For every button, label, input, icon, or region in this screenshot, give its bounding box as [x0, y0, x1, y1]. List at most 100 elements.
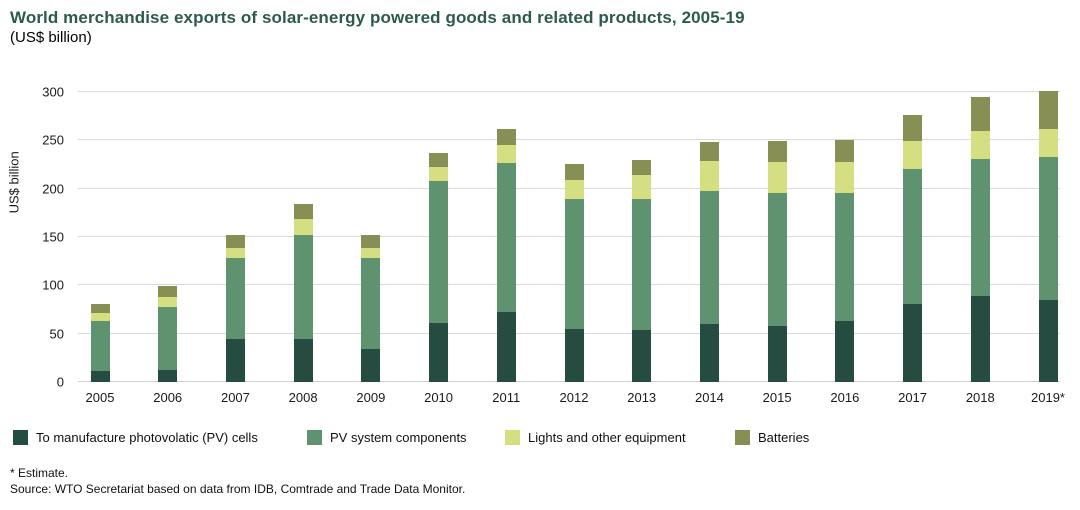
- bar-segment: [90, 313, 110, 322]
- bar-segment: [90, 371, 110, 382]
- bar-segment: [903, 115, 923, 142]
- x-tick-2010: 2010: [424, 390, 454, 405]
- bar-segment: [970, 96, 990, 131]
- bar-segment: [225, 235, 245, 248]
- bar-segment: [767, 161, 787, 193]
- bar-segment: [970, 130, 990, 159]
- legend-item: To manufacture photovolatic (PV) cells: [13, 430, 258, 445]
- bar-segment: [496, 145, 516, 163]
- bar-segment: [429, 167, 449, 181]
- x-tick-2015: 2015: [762, 390, 792, 405]
- bar-segment: [90, 303, 110, 314]
- bar-segment: [429, 152, 449, 168]
- bar-segment: [496, 162, 516, 313]
- bar-segment: [699, 160, 719, 191]
- bar-segment: [361, 258, 381, 350]
- plot-area: 0 50 100 150 200 250 300 2005 2006 2007 2008 2009 20…: [42, 85, 1065, 406]
- legend-swatch-icon: [505, 430, 520, 445]
- legend-swatch-icon: [735, 430, 750, 445]
- gridline-250: [78, 139, 1060, 141]
- y-tick-300: 300: [42, 84, 64, 100]
- bar-segment: [970, 158, 990, 296]
- bar-segment: [632, 175, 652, 200]
- legend-item: Lights and other equipment: [505, 430, 686, 445]
- bar-segment: [564, 328, 584, 382]
- bar-segment: [158, 306, 178, 371]
- bar-segment: [699, 142, 719, 161]
- bar-segment: [293, 204, 313, 219]
- bar-segment: [496, 128, 516, 146]
- bar-segment: [361, 247, 381, 259]
- y-tick-50: 50: [49, 326, 64, 342]
- y-tick-100: 100: [42, 277, 64, 293]
- bar-segment: [1038, 156, 1058, 300]
- bar-segment: [699, 324, 719, 382]
- bar-segment: [835, 161, 855, 193]
- bar-segment: [293, 338, 313, 382]
- y-tick-250: 250: [42, 132, 64, 148]
- x-tick-2009: 2009: [356, 390, 386, 405]
- bar-segment: [835, 192, 855, 322]
- bar-segment: [158, 370, 178, 382]
- bar-segment: [158, 286, 178, 297]
- legend: To manufacture photovolatic (PV) cells PV…: [0, 430, 1080, 452]
- x-tick-2005: 2005: [85, 390, 115, 405]
- bar-segment: [225, 339, 245, 382]
- x-tick-2011: 2011: [492, 390, 521, 405]
- bar-segment: [90, 321, 110, 372]
- bar-segment: [767, 325, 787, 382]
- y-axis-label: US$ billion: [6, 151, 22, 214]
- footnote-source: Source: WTO Secretariat based on data fr…: [10, 482, 466, 496]
- chart-title: World merchandise exports of solar-energ…: [10, 8, 745, 27]
- bar-segment: [903, 303, 923, 382]
- x-tick-2018: 2018: [965, 390, 995, 405]
- x-tick-2017: 2017: [898, 390, 928, 405]
- x-tick-2013: 2013: [627, 390, 657, 405]
- bar-segment: [699, 190, 719, 324]
- bar-segment: [293, 218, 313, 236]
- x-tick-2016: 2016: [830, 390, 860, 405]
- y-tick-150: 150: [42, 229, 64, 245]
- bar-segment: [767, 141, 787, 162]
- legend-label: Lights and other equipment: [528, 430, 686, 445]
- bar-segment: [361, 349, 381, 382]
- bar-segment: [1038, 299, 1058, 382]
- bar-segment: [903, 169, 923, 304]
- bar-segment: [632, 159, 652, 176]
- legend-label: PV system components: [330, 430, 467, 445]
- legend-item: Batteries: [735, 430, 809, 445]
- bar-segment: [1038, 91, 1058, 129]
- x-tick-2014: 2014: [694, 390, 724, 405]
- bar-segment: [970, 295, 990, 382]
- bar-segment: [1038, 128, 1058, 157]
- legend-label: Batteries: [758, 430, 810, 445]
- bar-segment: [361, 235, 381, 248]
- bar-segment: [564, 199, 584, 329]
- bar-segment: [429, 180, 449, 324]
- bar-segment: [564, 163, 584, 180]
- bar-segment: [632, 329, 652, 382]
- bar-segment: [767, 192, 787, 326]
- bar-segment: [496, 312, 516, 382]
- bar-segment: [293, 235, 313, 339]
- y-tick-0: 0: [56, 374, 64, 390]
- bar-segment: [158, 296, 178, 307]
- x-tick-2019*: 2019*: [1031, 390, 1065, 405]
- x-tick-2007: 2007: [220, 390, 250, 405]
- x-tick-2008: 2008: [288, 390, 318, 405]
- y-tick-200: 200: [42, 181, 64, 197]
- bar-segment: [225, 247, 245, 259]
- x-tick-2012: 2012: [559, 390, 589, 405]
- bar-segment: [835, 140, 855, 162]
- legend-item: PV system components: [307, 430, 467, 445]
- bar-segment: [429, 323, 449, 382]
- chart-subtitle: (US$ billion): [10, 29, 92, 46]
- bar-segment: [632, 199, 652, 330]
- footnote-estimate: * Estimate.: [10, 466, 69, 480]
- bar-segment: [903, 141, 923, 170]
- bar-segment: [835, 321, 855, 382]
- bar-segment: [564, 179, 584, 200]
- legend-label: To manufacture photovolatic (PV) cells: [36, 430, 258, 445]
- legend-swatch-icon: [307, 430, 322, 445]
